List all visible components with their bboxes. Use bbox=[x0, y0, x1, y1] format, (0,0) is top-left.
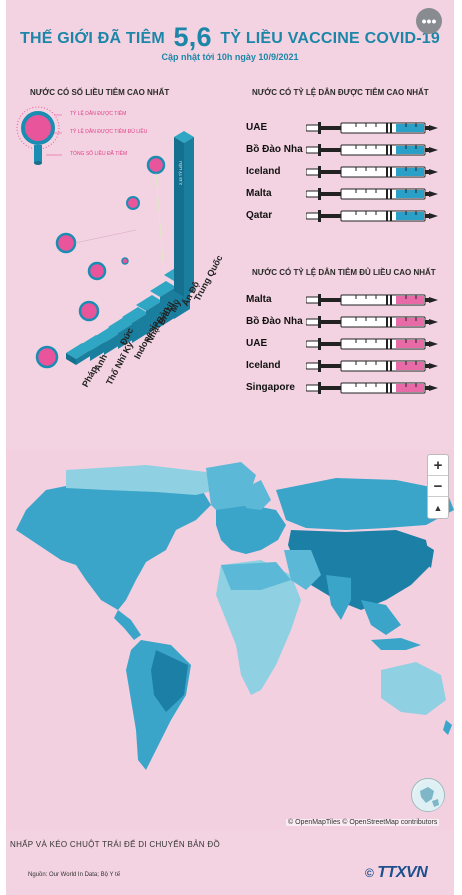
fully-vaccinated-syringe-icon bbox=[305, 380, 438, 401]
canada-north[interactable] bbox=[66, 465, 216, 495]
update-subtitle: Cập nhật tới 10h ngày 10/9/2021 bbox=[161, 52, 299, 62]
vaccinated-syringe-icon bbox=[305, 120, 438, 141]
vaccinated-country-label: Bồ Đào Nha bbox=[246, 144, 303, 155]
logo-text: TTXVN bbox=[377, 864, 428, 881]
reset-north-button[interactable]: ▲ bbox=[433, 502, 443, 513]
globe-view-button[interactable] bbox=[411, 778, 445, 812]
bubbles bbox=[35, 155, 166, 369]
fully-vaccinated-country-label: UAE bbox=[246, 338, 268, 349]
title-number: 5,6 bbox=[173, 22, 212, 52]
japan[interactable] bbox=[424, 545, 434, 568]
legend-label-vaccinated: TỶ LỆ DÂN ĐƯỢC TIÊM bbox=[70, 111, 127, 117]
title-suffix: TỶ LIỀU VACCINE COVID-19 bbox=[220, 30, 440, 47]
central-america[interactable] bbox=[114, 610, 141, 640]
vaccinated-syringe-icon bbox=[305, 186, 438, 207]
vaccinated-country-label: Malta bbox=[246, 188, 272, 199]
legend-icon bbox=[16, 106, 60, 165]
vaccinated-country-label: Qatar bbox=[246, 210, 273, 221]
more-options-button[interactable]: ••• bbox=[416, 8, 442, 34]
logo-mark: © bbox=[365, 866, 374, 880]
bars bbox=[66, 131, 194, 365]
vaccinated-country-label: UAE bbox=[246, 122, 268, 133]
fully-vaccinated-syringe-icon bbox=[305, 314, 438, 335]
europe[interactable] bbox=[216, 505, 286, 554]
left-chart-title: NƯỚC CÓ SỐ LIỀU TIÊM CAO NHẤT bbox=[30, 88, 170, 97]
map-attribution[interactable]: © OpenMapTiles © OpenStreetMap contribut… bbox=[286, 819, 440, 826]
title-prefix: THẾ GIỚI ĐÃ TIÊM bbox=[20, 30, 165, 47]
middle-east[interactable] bbox=[284, 550, 321, 590]
legend-label-doses: TỔNG SỐ LIỀU ĐÃ TIÊM bbox=[70, 151, 128, 157]
globe-icon bbox=[414, 781, 444, 811]
asia[interactable] bbox=[288, 530, 431, 610]
top-doses-chart: 2,15 TỶ LIỀU bbox=[16, 106, 194, 369]
southeast-asia[interactable] bbox=[361, 600, 401, 635]
fully-vaccinated-syringe-icon bbox=[305, 292, 438, 313]
indonesia[interactable] bbox=[371, 638, 421, 650]
brazil[interactable] bbox=[151, 650, 188, 712]
map-hint: NHẤP VÀ KÉO CHUỘT TRÁI ĐỂ DI CHUYỂN BẢN … bbox=[10, 840, 220, 849]
north-america[interactable] bbox=[16, 480, 211, 610]
north-africa[interactable] bbox=[221, 562, 291, 590]
ttxvn-logo: © TTXVN bbox=[365, 864, 428, 882]
vaccinated-country-label: Iceland bbox=[246, 166, 281, 177]
new-zealand[interactable] bbox=[443, 720, 452, 735]
india[interactable] bbox=[326, 575, 351, 620]
greenland[interactable] bbox=[206, 462, 256, 520]
vaccinated-syringe-icon bbox=[305, 142, 438, 163]
fully-vaccinated-country-label: Singapore bbox=[246, 382, 295, 393]
top-value-label: 2,15 TỶ LIỀU bbox=[178, 161, 183, 185]
vaccinated-syringe-icon bbox=[305, 208, 438, 229]
africa[interactable] bbox=[216, 560, 301, 695]
more-icon: ••• bbox=[421, 13, 437, 29]
fully-vaccinated-syringe-icon bbox=[305, 358, 438, 379]
russia[interactable] bbox=[276, 478, 454, 530]
fully-vaccinated-country-label: Malta bbox=[246, 294, 272, 305]
right-top-title: NƯỚC CÓ TỶ LỆ DÂN ĐƯỢC TIÊM CAO NHẤT bbox=[252, 88, 429, 97]
australia[interactable] bbox=[381, 662, 446, 715]
source-note: Nguồn: Our World In Data; Bộ Y tế bbox=[28, 872, 121, 878]
world-map[interactable] bbox=[6, 450, 454, 830]
fully-vaccinated-syringe-icon bbox=[305, 336, 438, 357]
right-bottom-title: NƯỚC CÓ TỶ LỆ DÂN TIÊM ĐỦ LIỀU CAO NHẤT bbox=[252, 268, 436, 277]
header: THẾ GIỚI ĐÃ TIÊM 5,6 TỶ LIỀU VACCINE COV… bbox=[6, 0, 454, 70]
vaccinated-syringe-icon bbox=[305, 164, 438, 185]
zoom-out-button[interactable]: − bbox=[428, 476, 448, 497]
zoom-in-button[interactable]: + bbox=[428, 455, 448, 476]
page-title: THẾ GIỚI ĐÃ TIÊM 5,6 TỶ LIỀU VACCINE COV… bbox=[6, 22, 454, 53]
scandinavia[interactable] bbox=[241, 480, 271, 510]
legend-label-fully: TỶ LỆ DÂN ĐƯỢC TIÊM ĐỦ LIỀU bbox=[70, 129, 148, 135]
map-zoom-controls: + − ▲ bbox=[427, 454, 449, 519]
world-map-svg[interactable] bbox=[6, 450, 454, 830]
fully-vaccinated-country-label: Iceland bbox=[246, 360, 281, 371]
fully-vaccinated-country-label: Bồ Đào Nha bbox=[246, 316, 303, 327]
